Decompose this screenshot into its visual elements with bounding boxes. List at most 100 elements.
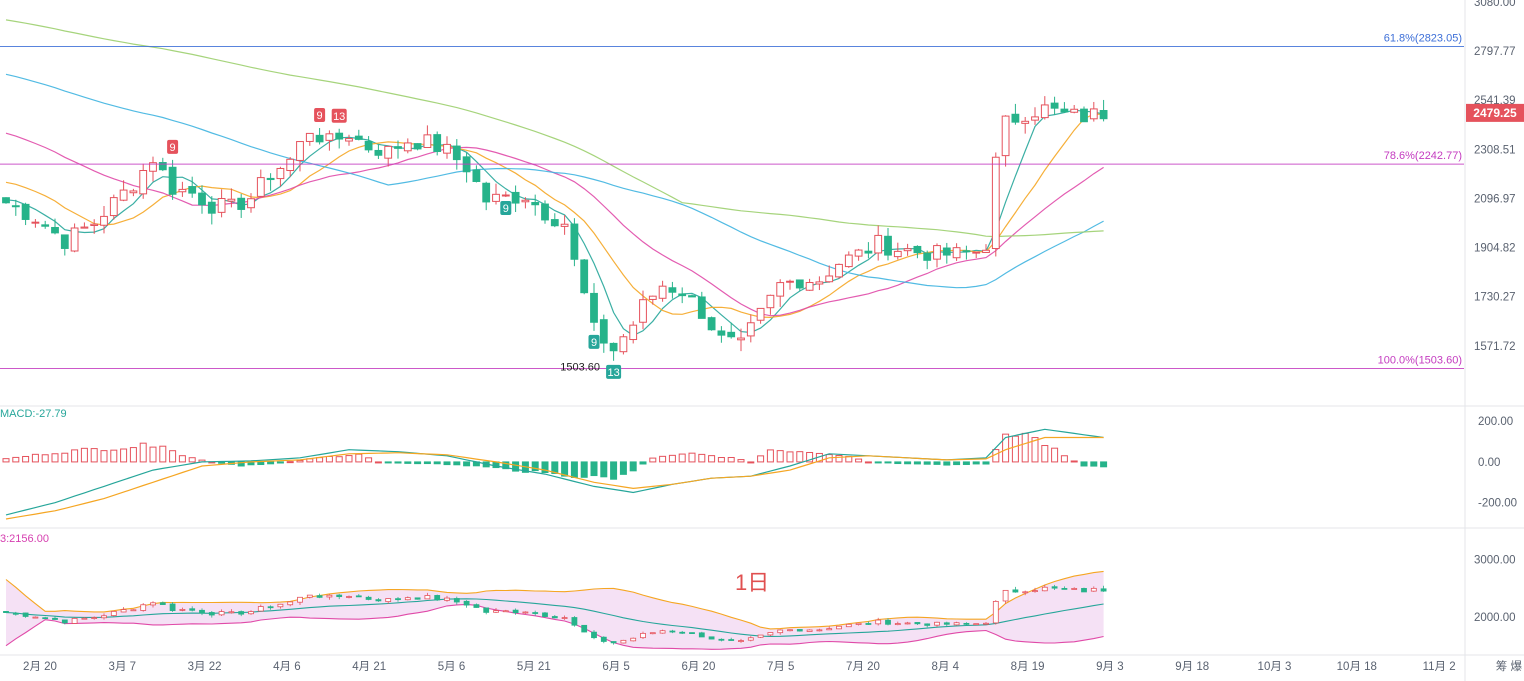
candle — [109, 194, 118, 220]
boll-mid-line — [5, 598, 1104, 637]
candle-body — [492, 193, 500, 202]
boll-candle-body — [591, 631, 597, 639]
boll-candle-body — [238, 611, 245, 615]
candle-body — [629, 324, 638, 341]
candle — [1070, 105, 1079, 114]
macd-bar — [1021, 432, 1029, 463]
candle-body — [1011, 113, 1020, 123]
candle — [913, 245, 922, 259]
macd-bar — [913, 461, 921, 465]
price-tick-1: 2797.77 — [1474, 46, 1516, 58]
candle — [962, 245, 971, 260]
boll-candle-body — [973, 623, 980, 626]
signal-sell-1: 9 — [314, 108, 326, 123]
candle-body — [217, 198, 226, 213]
macd-bar — [159, 445, 167, 463]
boll-candle-body — [983, 622, 989, 625]
candle-body — [305, 132, 314, 142]
boll-candle-body — [355, 595, 362, 598]
macd-bar — [1051, 447, 1059, 463]
boll-candle-body — [894, 623, 901, 626]
candle-body — [1040, 104, 1049, 119]
boll-candle-body — [365, 596, 372, 600]
macd-bar — [874, 461, 882, 464]
price-tick-0: 3080.00 — [1474, 0, 1516, 9]
macd-bar — [374, 461, 382, 464]
macd-bar — [414, 461, 422, 465]
boll-candle-body — [71, 617, 78, 624]
boll-candle-body — [561, 617, 568, 619]
macd-bar — [463, 461, 471, 467]
candle — [198, 185, 206, 214]
boll-candle-body — [453, 598, 460, 603]
boll-candle-body — [277, 603, 284, 608]
macd-bar — [855, 458, 863, 463]
macd-bar — [286, 461, 294, 464]
candle — [560, 215, 569, 235]
candle-body — [962, 250, 971, 253]
candle-body — [501, 194, 510, 197]
candle-body — [1060, 108, 1069, 113]
candle-body — [247, 198, 255, 209]
candle-body — [109, 197, 118, 217]
macd-tick-0: 200.00 — [1478, 416, 1513, 428]
current-price-text: 2479.25 — [1473, 106, 1517, 120]
boll-candle-body — [806, 629, 813, 632]
candle — [335, 128, 344, 149]
candle — [786, 279, 794, 290]
candle — [737, 328, 745, 352]
time-tick-16: 10月 18 — [1337, 661, 1377, 673]
boll-candle-body — [267, 606, 274, 609]
boll-candle-body — [101, 615, 107, 619]
candle — [354, 129, 363, 141]
boll-candle-body — [522, 611, 529, 614]
macd-bar — [531, 461, 539, 472]
candle — [403, 138, 412, 154]
boll-candle-body — [640, 632, 646, 639]
candle — [521, 197, 530, 209]
macd-bar — [561, 461, 569, 477]
candle — [590, 283, 598, 331]
candle-body — [325, 133, 334, 141]
candle-body — [982, 249, 990, 253]
candle — [149, 156, 157, 182]
boll-candle-body — [306, 594, 313, 598]
boll-candle-body — [3, 610, 9, 614]
candle-body — [786, 280, 794, 283]
boll-candle-body — [669, 630, 676, 633]
fibonacci-levels: 61.8%(2823.05) 78.6%(2242.77) 100.0%(1503.… — [0, 33, 1464, 373]
boll-candle-body — [992, 600, 999, 624]
candle — [188, 176, 197, 198]
time-tick-11: 8月 4 — [932, 661, 960, 673]
candle-body — [668, 287, 677, 293]
candle — [844, 251, 853, 268]
boll-candle-body — [767, 632, 774, 636]
boll-candle-body — [346, 596, 352, 598]
boll-candle-body — [493, 610, 499, 613]
signal-buy-4: 9 — [588, 334, 600, 349]
boll-candle-body — [581, 624, 588, 633]
candle — [384, 145, 393, 167]
price-tick-4: 2096.97 — [1474, 193, 1516, 205]
macd-bar — [982, 461, 990, 465]
candle — [501, 191, 510, 198]
candle-body — [511, 191, 520, 204]
macd-bar — [325, 456, 333, 463]
boll-candle-body — [91, 617, 98, 619]
macd-bar — [120, 448, 128, 463]
macd-bar — [600, 461, 608, 478]
candle — [678, 287, 687, 304]
macd-bar — [423, 461, 431, 465]
candle-body — [286, 158, 295, 172]
candle-body — [952, 247, 961, 259]
candle — [756, 307, 765, 324]
macd-bar — [1002, 433, 1010, 463]
macd-bar — [512, 461, 520, 472]
candle — [286, 157, 295, 177]
boll-candle-body — [1032, 590, 1038, 592]
candle-body — [188, 186, 197, 194]
boll-candle-body — [404, 597, 411, 601]
candle — [394, 140, 402, 159]
candle — [1060, 102, 1069, 113]
